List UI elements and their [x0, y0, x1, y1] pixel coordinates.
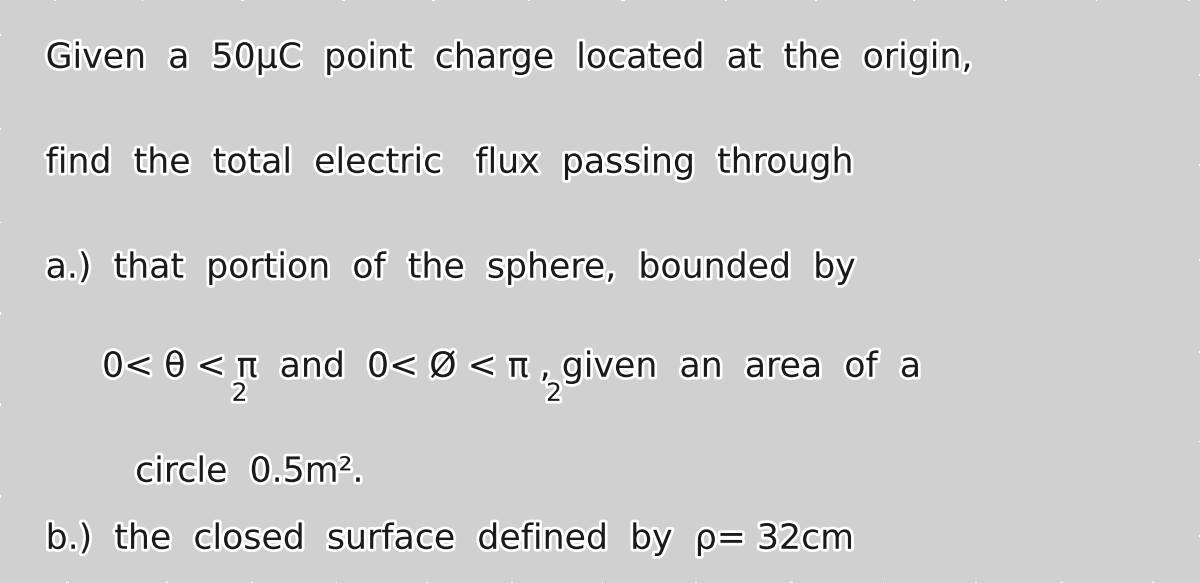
Text: 0< θ < π  and  0< Ø < π , given  an  area  of  a: 0< θ < π and 0< Ø < π , given an area of… — [102, 350, 920, 384]
Text: b.)  the  closed  surface  defined  by  ρ= 32cm: b.) the closed surface defined by ρ= 32c… — [46, 522, 854, 556]
Text: find  the  total  electric   flux  passing  through: find the total electric flux passing thr… — [46, 146, 853, 180]
Text: a.)  that  portion  of  the  sphere,  bounded  by: a.) that portion of the sphere, bounded … — [46, 251, 856, 285]
Text: 2: 2 — [232, 382, 247, 406]
Text: circle  0.5m².: circle 0.5m². — [102, 455, 364, 489]
Text: Given  a  50μC  point  charge  located  at  the  origin,: Given a 50μC point charge located at the… — [46, 41, 972, 75]
Text: 2: 2 — [546, 382, 562, 406]
